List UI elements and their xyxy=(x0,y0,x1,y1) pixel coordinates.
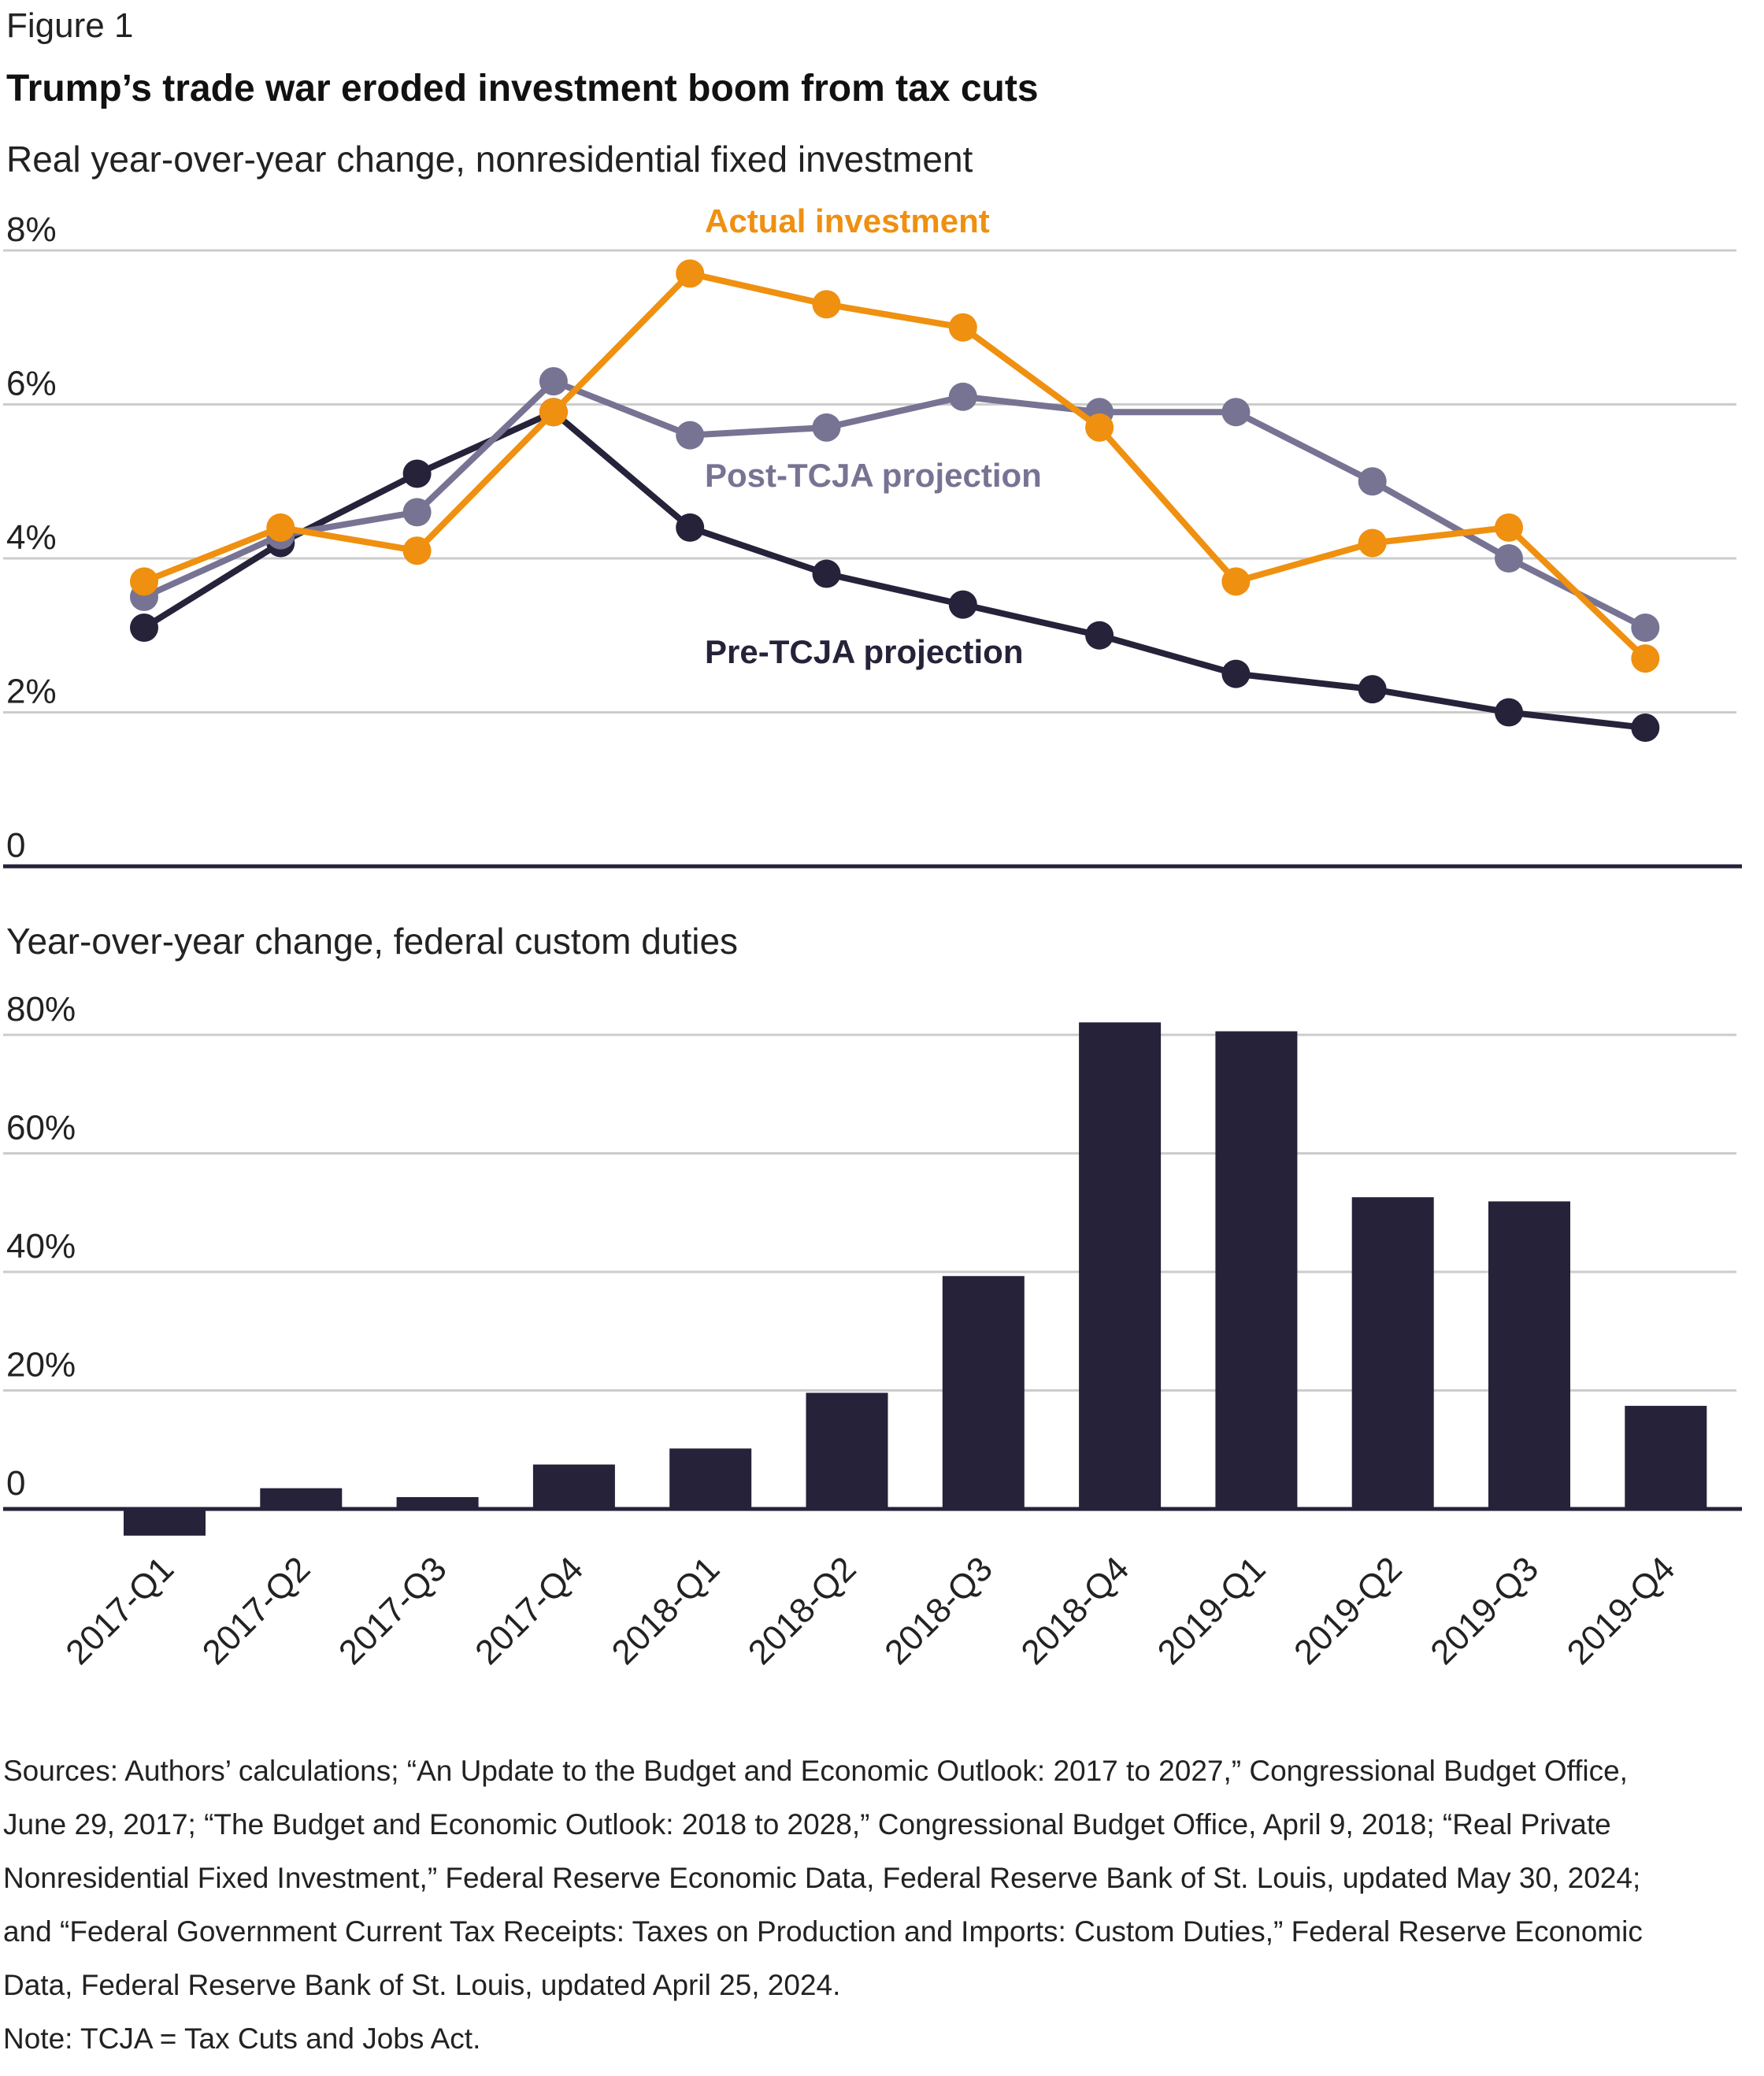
series-line xyxy=(143,378,1647,631)
data-point xyxy=(948,382,977,411)
bar xyxy=(1351,1197,1434,1509)
data-point xyxy=(130,613,158,642)
x-tick-label: 2019-Q1 xyxy=(1151,1549,1273,1672)
x-tick-label: 2018-Q3 xyxy=(877,1549,1000,1672)
bar xyxy=(260,1488,343,1509)
data-point xyxy=(676,513,705,542)
y-tick-label: 20% xyxy=(6,1346,76,1385)
x-tick-label: 2019-Q2 xyxy=(1287,1549,1410,1672)
bar xyxy=(1079,1022,1162,1509)
data-point xyxy=(1358,675,1387,704)
series-label: Post-TCJA projection xyxy=(705,457,1042,494)
data-point xyxy=(1221,659,1251,688)
y-tick-label: 80% xyxy=(6,990,76,1029)
bar xyxy=(1215,1031,1298,1509)
series-line xyxy=(142,409,1646,732)
y-tick-label: 0 xyxy=(6,826,25,865)
data-point xyxy=(539,398,568,427)
y-tick-label: 4% xyxy=(6,518,57,557)
x-tick-label: 2017-Q2 xyxy=(195,1549,318,1672)
y-tick-label: 2% xyxy=(6,673,57,711)
x-tick-label: 2019-Q4 xyxy=(1560,1549,1683,1672)
data-point xyxy=(812,559,841,588)
data-point xyxy=(539,367,568,396)
series-label: Actual investment xyxy=(705,202,990,239)
y-tick-label: 60% xyxy=(6,1109,76,1147)
data-point xyxy=(1221,398,1251,427)
footer-line: June 29, 2017; “The Budget and Economic … xyxy=(3,1808,1611,1841)
data-point xyxy=(676,421,705,450)
y-tick-label: 40% xyxy=(6,1227,76,1266)
x-tick-label: 2017-Q1 xyxy=(58,1549,181,1672)
x-tick-label: 2018-Q4 xyxy=(1014,1549,1136,1672)
y-tick-label: 8% xyxy=(6,210,57,249)
data-point xyxy=(1085,621,1114,650)
data-point xyxy=(1221,567,1251,596)
data-point xyxy=(1631,644,1660,673)
data-point xyxy=(402,498,432,527)
series-line xyxy=(143,270,1648,661)
data-point xyxy=(948,590,977,619)
bar xyxy=(1488,1201,1570,1509)
bar xyxy=(806,1392,888,1509)
data-point xyxy=(1358,528,1387,558)
bar-chart: 0 20% 40% 60% 80% xyxy=(3,990,1742,1536)
data-point xyxy=(1631,714,1660,743)
figure-label: Figure 1 xyxy=(6,6,134,45)
data-point xyxy=(676,259,705,288)
x-tick-label: 2017-Q4 xyxy=(468,1549,591,1672)
footer-line: Sources: Authors’ calculations; “An Upda… xyxy=(3,1755,1628,1787)
footer-line: Data, Federal Reserve Bank of St. Louis,… xyxy=(3,1969,841,2001)
x-tick-label: 2019-Q3 xyxy=(1423,1549,1546,1672)
x-tick-label: 2018-Q2 xyxy=(741,1549,864,1672)
chart-title: Trump’s trade war eroded investment boom… xyxy=(6,68,1039,109)
footer-line: Note: TCJA = Tax Cuts and Jobs Act. xyxy=(3,2022,481,2055)
bar xyxy=(124,1509,206,1536)
data-point xyxy=(402,459,432,488)
y-tick-label: 6% xyxy=(6,365,57,403)
bar xyxy=(532,1464,615,1509)
bar xyxy=(669,1448,752,1509)
data-point xyxy=(1495,544,1523,573)
data-point xyxy=(1631,613,1660,642)
data-point xyxy=(130,567,158,596)
bar xyxy=(1625,1406,1707,1509)
data-point xyxy=(266,513,295,542)
series-label: Pre-TCJA projection xyxy=(705,633,1024,670)
x-tick-label: 2018-Q1 xyxy=(605,1549,728,1672)
data-point xyxy=(1358,467,1387,496)
bar xyxy=(396,1496,479,1509)
data-point xyxy=(1495,698,1523,727)
y-tick-label: 0 xyxy=(6,1464,25,1503)
data-point xyxy=(1495,513,1523,542)
line-chart: 0 2% 4% 6% 8% Pre-TCJA projection Post-TCJA pr… xyxy=(3,202,1742,869)
data-point xyxy=(948,313,977,342)
data-point xyxy=(402,536,432,565)
bar-chart-subtitle: Year-over-year change, federal custom du… xyxy=(6,921,739,962)
data-point xyxy=(812,413,841,442)
data-point xyxy=(812,290,841,319)
footer-line: and “Federal Government Current Tax Rece… xyxy=(3,1915,1643,1948)
x-tick-label: 2017-Q3 xyxy=(332,1549,454,1672)
data-point xyxy=(1085,413,1114,442)
footer-line: Nonresidential Fixed Investment,” Federa… xyxy=(3,1862,1641,1894)
chart-canvas: 0 2% 4% 6% 8% Pre-TCJA projection Post-TCJA pr… xyxy=(3,202,1742,1672)
line-chart-subtitle: Real year-over-year change, nonresidenti… xyxy=(6,139,973,180)
bar xyxy=(942,1276,1025,1509)
x-axis-labels: 2017-Q1 2017-Q2 2017-Q3 2017-Q4 2018-Q1 2018-… xyxy=(58,1549,1682,1672)
sources-note: Sources: Authors’ calculations; “An Upda… xyxy=(3,1744,1761,2066)
